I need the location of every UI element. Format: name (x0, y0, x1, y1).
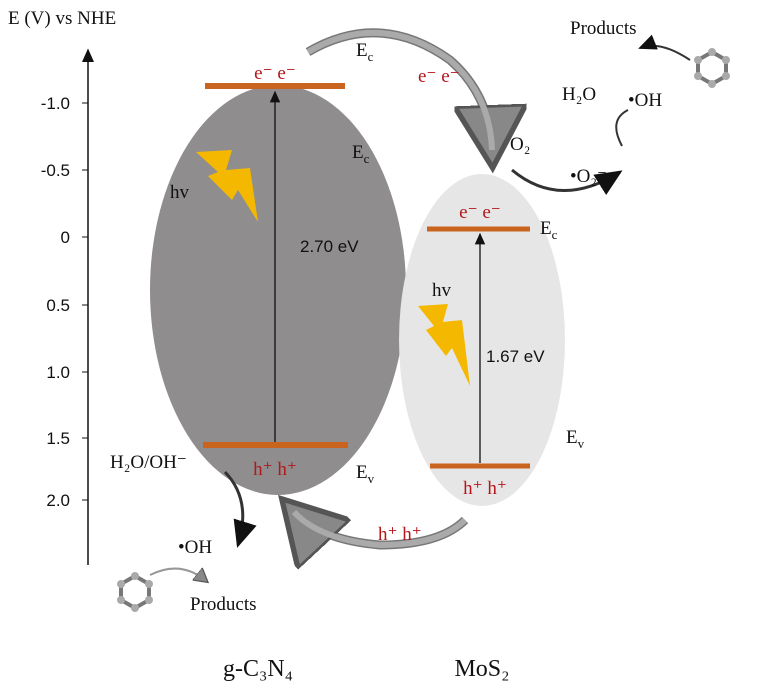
light-label: hv (170, 182, 190, 203)
material-label: MoS₂ (454, 656, 509, 682)
water: H₂O (562, 84, 596, 105)
tick-label: 0 (61, 228, 70, 247)
electrons: e⁻ e⁻ (459, 202, 501, 223)
material-label: g-C₃N₄ (223, 656, 293, 682)
reaction-arrow (640, 46, 690, 60)
reactant: H₂O/OH⁻ (110, 452, 187, 473)
reaction-arrow (616, 110, 628, 146)
products: Products (570, 18, 637, 39)
superoxide: •O₂⁻ (570, 166, 607, 187)
benzene (694, 48, 730, 88)
hydroxyl: •OH (628, 90, 662, 111)
hydroxyl: •OH (178, 537, 212, 558)
reaction-arrow (150, 569, 205, 580)
tick-label: 1.0 (46, 363, 70, 382)
oxygen: O₂ (510, 134, 530, 155)
light-label: hv (432, 280, 452, 301)
band-gap: 1.67 eV (486, 347, 545, 366)
ev-label: Ev (566, 427, 585, 451)
ec-label: Ec (540, 218, 558, 242)
tick-labels: -1.0 -0.5 0 0.5 1.0 1.5 2.0 (41, 94, 88, 510)
band-gap: 2.70 eV (300, 237, 359, 256)
tick-label: -1.0 (41, 94, 70, 113)
tick-label: -0.5 (41, 161, 70, 180)
holes: h⁺ h⁺ (463, 478, 507, 499)
products: Products (190, 594, 257, 615)
ev-label: Ev (356, 462, 375, 486)
electrons: e⁻ e⁻ (254, 63, 296, 84)
holes: h⁺ h⁺ (378, 524, 422, 545)
ec-label: Ec (356, 40, 374, 64)
axis-title: E (V) vs NHE (8, 8, 116, 29)
g-c3n4-band (150, 85, 406, 495)
electrons: e⁻ e⁻ (418, 66, 460, 87)
tick-label: 0.5 (46, 296, 70, 315)
holes: h⁺ h⁺ (253, 459, 297, 480)
tick-label: 2.0 (46, 491, 70, 510)
benzene (117, 572, 153, 612)
tick-label: 1.5 (46, 429, 70, 448)
diagram: E (V) vs NHE -1.0 -0.5 0 0.5 1.0 1.5 2.0 e⁻ e⁻… (0, 0, 763, 689)
